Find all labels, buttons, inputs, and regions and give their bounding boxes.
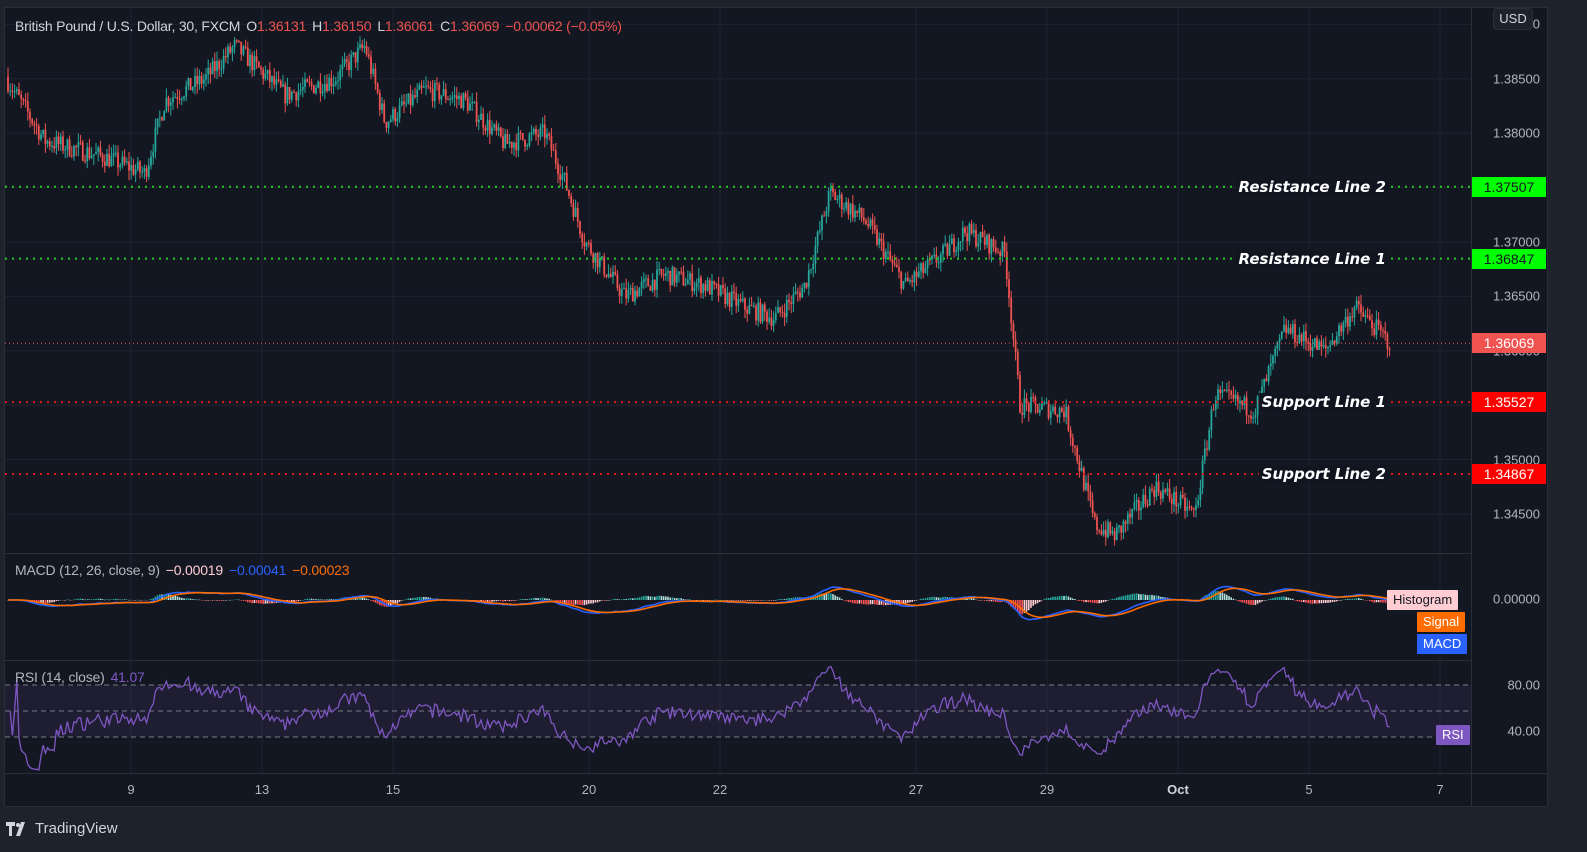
macd-tag-signal: Signal <box>1417 612 1466 632</box>
macd-tag-histogram: Histogram <box>1387 590 1459 610</box>
tradingview-brand[interactable]: TradingView <box>6 820 118 837</box>
time-axis-label: 22 <box>712 782 728 797</box>
level-price-tag: 1.35527 <box>1472 392 1546 413</box>
brand-name: TradingView <box>35 820 118 837</box>
price-axis-label: 1.35000 <box>1493 452 1540 468</box>
price-pane[interactable]: British Pound / U.S. Dollar, 30, FXCM O1.… <box>5 8 1471 552</box>
macd-pane[interactable]: MACD (12, 26, close, 9) −0.00019 −0.00041−… <box>5 553 1471 660</box>
price-axis-label: 1.37000 <box>1493 234 1540 250</box>
price-axis[interactable]: 1.390001.385001.380001.375001.370001.365… <box>1471 8 1548 773</box>
macd-chart[interactable] <box>5 554 1471 660</box>
time-axis-label: 13 <box>254 782 270 797</box>
time-axis-label: 29 <box>1039 782 1055 797</box>
chart-frame: British Pound / U.S. Dollar, 30, FXCM O1.… <box>4 7 1548 807</box>
axis-corner-divider <box>1471 774 1472 807</box>
low-value: 1.36061 <box>384 18 435 34</box>
tradingview-logo-icon <box>6 821 25 836</box>
scrollbar[interactable] <box>1552 7 1564 807</box>
rsi-axis-label: 40.00 <box>1507 723 1540 739</box>
price-axis-label: 1.34500 <box>1493 506 1540 522</box>
rsi-chart[interactable] <box>5 661 1471 774</box>
rsi-legend: RSI (14, close) 41.07 <box>15 669 151 685</box>
rsi-title[interactable]: RSI (14, close) <box>15 669 105 685</box>
time-axis-label: Oct <box>1167 782 1189 797</box>
level-label-support-line-1[interactable]: Support Line 1 <box>1258 393 1389 412</box>
macd-histogram-value: −0.00019 <box>165 562 223 578</box>
time-axis-label: 5 <box>1305 782 1313 797</box>
time-axis-label: 15 <box>385 782 401 797</box>
currency-badge[interactable]: USD <box>1493 8 1533 30</box>
symbol-legend: British Pound / U.S. Dollar, 30, FXCM O1.… <box>15 18 628 34</box>
symbol-title[interactable]: British Pound / U.S. Dollar, 30, FXCM <box>15 18 241 34</box>
level-label-support-line-2[interactable]: Support Line 2 <box>1258 464 1389 483</box>
time-axis-label: 7 <box>1436 782 1444 797</box>
low-label: L <box>377 18 385 34</box>
price-axis-label: 1.36500 <box>1493 288 1540 304</box>
high-label: H <box>312 18 323 34</box>
candlestick-chart[interactable] <box>5 8 1471 552</box>
time-axis[interactable]: 9 13 15 20 22 27 29 Oct 5 7 <box>5 773 1547 807</box>
open-label: O <box>246 18 257 34</box>
level-label-resistance-line-1[interactable]: Resistance Line 1 <box>1235 249 1389 268</box>
level-price-tag: 1.37507 <box>1472 176 1546 197</box>
change-value: −0.00062 (−0.05%) <box>505 18 622 34</box>
rsi-pane[interactable]: RSI (14, close) 41.07 <box>5 660 1471 774</box>
macd-line-value: −0.00041 <box>228 562 287 578</box>
current-price-tag: 1.36069 <box>1472 333 1546 354</box>
macd-legend: MACD (12, 26, close, 9) −0.00019 −0.00041−… <box>15 562 355 578</box>
close-label: C <box>440 18 451 34</box>
macd-title[interactable]: MACD (12, 26, close, 9) <box>15 562 160 578</box>
open-value: 1.36131 <box>256 18 307 34</box>
rsi-value: 41.07 <box>110 669 145 685</box>
rsi-axis-label: 80.00 <box>1507 677 1540 693</box>
macd-axis-zero: 0.00000 <box>1493 591 1540 607</box>
time-axis-label: 20 <box>581 782 597 797</box>
price-axis-label: 1.38500 <box>1493 71 1540 87</box>
level-price-tag: 1.34867 <box>1472 463 1546 484</box>
rsi-tag: RSI <box>1436 725 1470 745</box>
level-label-resistance-line-2[interactable]: Resistance Line 2 <box>1235 177 1389 196</box>
close-value: 1.36069 <box>450 18 500 34</box>
time-axis-label: 27 <box>908 782 924 797</box>
macd-signal-value: −0.00023 <box>292 562 350 578</box>
macd-tag-macd: MACD <box>1417 634 1468 654</box>
level-price-tag: 1.36847 <box>1472 248 1546 269</box>
price-axis-label: 1.38000 <box>1493 125 1540 141</box>
time-axis-label: 9 <box>127 782 135 797</box>
high-value: 1.36150 <box>322 18 372 34</box>
